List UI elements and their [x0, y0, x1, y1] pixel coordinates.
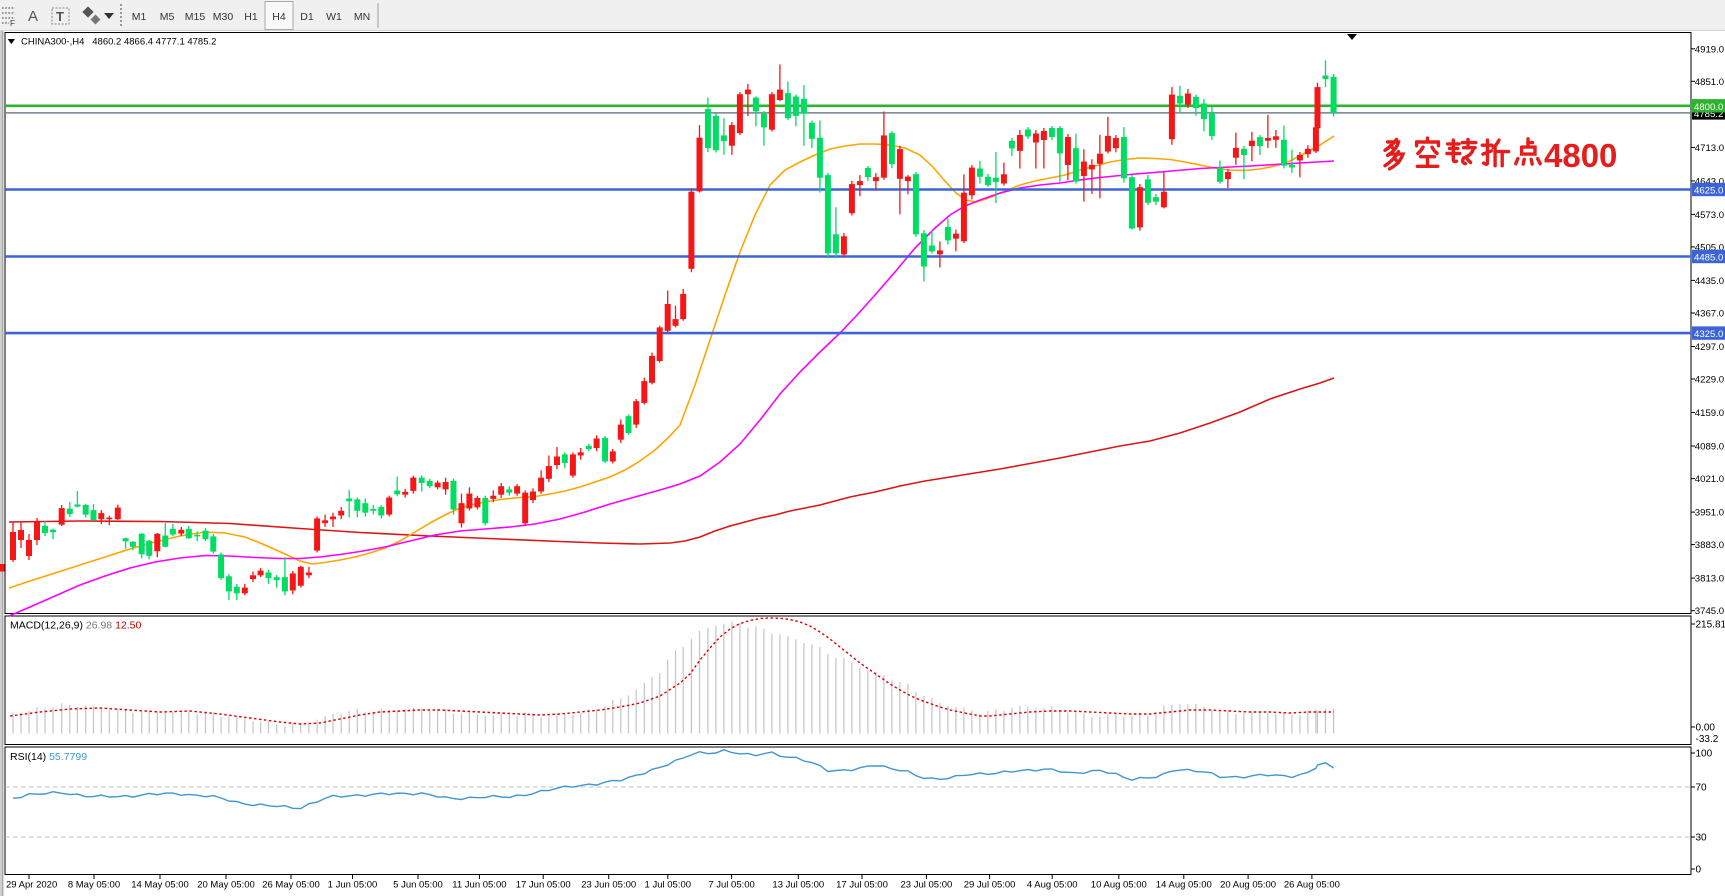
svg-text:4 Aug 05:00: 4 Aug 05:00: [1027, 880, 1078, 891]
svg-text:3745.0: 3745.0: [1695, 606, 1724, 617]
svg-text:0.00: 0.00: [1696, 723, 1716, 734]
svg-text:W1: W1: [326, 11, 342, 23]
svg-text:MN: MN: [354, 11, 370, 23]
svg-text:100: 100: [1696, 749, 1713, 760]
svg-text:4800: 4800: [1544, 137, 1617, 174]
svg-text:215.81: 215.81: [1696, 620, 1725, 631]
svg-text:4159.0: 4159.0: [1695, 408, 1724, 419]
svg-text:4485.0: 4485.0: [1694, 253, 1723, 264]
svg-text:3951.0: 3951.0: [1695, 508, 1724, 519]
svg-text:4367.0: 4367.0: [1695, 309, 1724, 320]
svg-text:4625.0: 4625.0: [1694, 186, 1723, 197]
svg-text:4713.0: 4713.0: [1695, 143, 1724, 154]
svg-text:4573.0: 4573.0: [1695, 210, 1724, 221]
svg-text:4505.0: 4505.0: [1695, 242, 1724, 253]
svg-text:4297.0: 4297.0: [1695, 342, 1724, 353]
svg-text:26 Aug 05:00: 26 Aug 05:00: [1284, 880, 1340, 891]
svg-text:4785.2: 4785.2: [1694, 109, 1723, 120]
svg-text:CHINA300-,H4 4860.2 4866.4 4: CHINA300-,H4 4860.2 4866.4 4777.1 4785.2: [21, 37, 216, 48]
svg-text:4089.0: 4089.0: [1695, 442, 1724, 453]
svg-text:-33.2: -33.2: [1696, 734, 1719, 745]
svg-text:3813.0: 3813.0: [1695, 574, 1724, 585]
svg-text:4800.0: 4800.0: [1694, 102, 1723, 113]
svg-text:3883.0: 3883.0: [1695, 540, 1724, 551]
svg-text:4021.0: 4021.0: [1695, 474, 1724, 485]
svg-text:4435.0: 4435.0: [1695, 276, 1724, 287]
svg-text:0: 0: [1696, 865, 1702, 876]
svg-text:10 Aug 05:00: 10 Aug 05:00: [1091, 880, 1147, 891]
svg-text:M5: M5: [160, 11, 175, 23]
svg-text:M30: M30: [213, 11, 234, 23]
svg-text:20 Aug 05:00: 20 Aug 05:00: [1220, 880, 1276, 891]
svg-text:1 Jun 05:00: 1 Jun 05:00: [328, 880, 378, 891]
svg-text:23 Jun 05:00: 23 Jun 05:00: [581, 880, 636, 891]
svg-text:7 Jul 05:00: 7 Jul 05:00: [708, 880, 754, 891]
svg-text:M15: M15: [185, 11, 206, 23]
svg-text:D1: D1: [300, 11, 314, 23]
svg-text:4919.0: 4919.0: [1695, 44, 1724, 55]
svg-text:4643.0: 4643.0: [1695, 176, 1724, 187]
svg-text:F: F: [10, 19, 15, 28]
svg-text:29 Apr 2020: 29 Apr 2020: [6, 880, 57, 891]
svg-text:17 Jul 05:00: 17 Jul 05:00: [836, 880, 888, 891]
svg-text:70: 70: [1696, 783, 1708, 794]
svg-text:8 May 05:00: 8 May 05:00: [68, 880, 120, 891]
svg-text:MACD(12,26,9) 26.98 12.50: MACD(12,26,9) 26.98 12.50: [10, 620, 141, 632]
svg-text:H4: H4: [272, 11, 286, 23]
svg-text:T: T: [56, 9, 64, 24]
svg-text:20 May 05:00: 20 May 05:00: [197, 880, 255, 891]
svg-text:H1: H1: [244, 11, 258, 23]
svg-text:A: A: [28, 8, 38, 25]
svg-text:23 Jul 05:00: 23 Jul 05:00: [901, 880, 953, 891]
svg-text:17 Jun 05:00: 17 Jun 05:00: [516, 880, 571, 891]
svg-text:4229.0: 4229.0: [1695, 375, 1724, 386]
svg-text:M1: M1: [132, 11, 147, 23]
svg-text:30: 30: [1696, 833, 1708, 844]
svg-text:29 Jul 05:00: 29 Jul 05:00: [964, 880, 1016, 891]
svg-text:4325.0: 4325.0: [1694, 329, 1723, 340]
svg-text:14 May 05:00: 14 May 05:00: [131, 880, 189, 891]
svg-text:13 Jul 05:00: 13 Jul 05:00: [772, 880, 824, 891]
svg-text:1 Jul 05:00: 1 Jul 05:00: [645, 880, 691, 891]
svg-text:14 Aug 05:00: 14 Aug 05:00: [1156, 880, 1212, 891]
svg-text:RSI(14) 55.7799: RSI(14) 55.7799: [10, 751, 87, 763]
svg-text:26 May 05:00: 26 May 05:00: [262, 880, 320, 891]
svg-text:5 Jun 05:00: 5 Jun 05:00: [393, 880, 443, 891]
svg-text:11 Jun 05:00: 11 Jun 05:00: [452, 880, 506, 891]
svg-text:4851.0: 4851.0: [1695, 77, 1724, 88]
